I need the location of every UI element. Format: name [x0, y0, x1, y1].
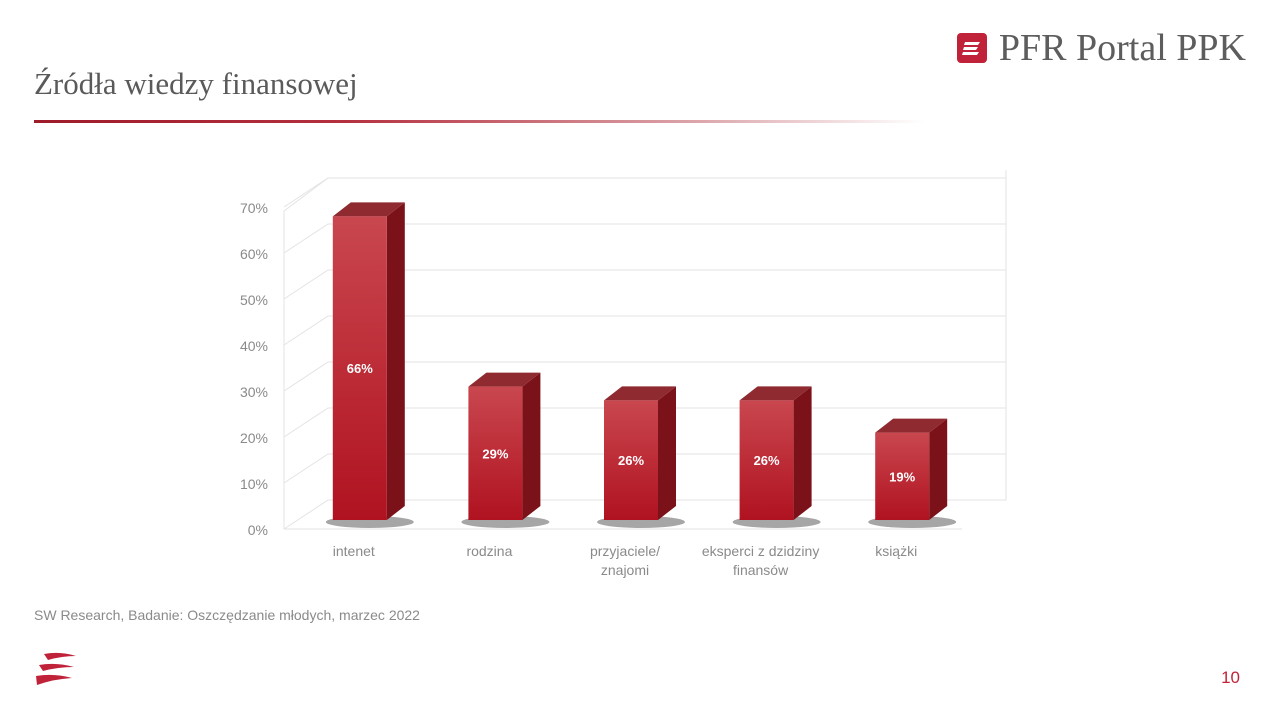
bar-side — [929, 418, 948, 520]
data-label: 26% — [754, 453, 780, 468]
bar — [332, 216, 387, 520]
y-tick-label: 0% — [248, 522, 268, 538]
data-label: 26% — [618, 453, 644, 468]
back-wall-edge — [283, 177, 329, 529]
bar — [875, 432, 930, 520]
bar — [604, 400, 658, 520]
bar — [468, 386, 523, 520]
y-tick-label: 20% — [240, 430, 268, 446]
x-category-label: książki — [875, 543, 917, 559]
bar-top — [875, 418, 948, 433]
brand-logo: PFR Portal PPK — [956, 26, 1246, 70]
bar-chart: 0% 10% 20% 30% 40% 50% 60% 70% 66% intenet 29% rodz… — [240, 170, 1007, 578]
gridline — [283, 315, 1006, 346]
page-title: Źródła wiedzy finansowej — [34, 66, 358, 101]
y-tick-label: 60% — [240, 246, 268, 262]
x-category-label: intenet — [333, 543, 375, 559]
bar-top — [332, 202, 405, 217]
y-tick-label: 70% — [240, 200, 268, 216]
data-label: 29% — [482, 446, 508, 461]
bar-top — [739, 386, 812, 401]
bar-side — [386, 202, 405, 520]
y-tick-label: 50% — [240, 292, 268, 308]
x-category-label: rodzina — [466, 543, 512, 559]
x-category-label: przyjaciele/ — [590, 543, 660, 559]
source-note: SW Research, Badanie: Oszczędzanie młody… — [34, 607, 420, 623]
bar-side — [522, 372, 541, 520]
gridline — [283, 269, 1006, 300]
bar-top — [468, 372, 541, 387]
pfr-footer-logo-icon — [36, 652, 76, 685]
page-number: 10 — [1221, 668, 1240, 687]
x-category-label: znajomi — [601, 562, 649, 578]
bar-top — [604, 386, 676, 401]
brand-name: PFR Portal PPK — [998, 27, 1246, 69]
x-category-label: eksperci z dzidziny — [702, 543, 820, 559]
bar-side — [658, 386, 676, 520]
bar — [739, 400, 794, 520]
bar-side — [793, 386, 812, 520]
data-label: 66% — [347, 361, 373, 376]
y-tick-label: 30% — [240, 384, 268, 400]
pfr-logo-icon — [956, 33, 987, 63]
y-tick-label: 10% — [240, 476, 268, 492]
gridline — [283, 223, 1006, 254]
title-divider — [34, 120, 924, 123]
gridline — [283, 361, 1006, 392]
data-label: 19% — [889, 469, 915, 484]
x-category-label: finansów — [733, 562, 789, 578]
y-tick-label: 40% — [240, 338, 268, 354]
